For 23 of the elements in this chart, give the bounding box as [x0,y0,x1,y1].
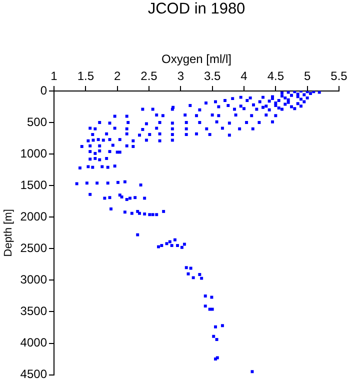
x-tick-label: 5 [304,69,311,84]
x-tick-label: 2.5 [140,69,158,84]
y-tick-label: 3000 [20,272,48,287]
x-tick-label: 2 [114,69,121,84]
y-tick-label: 3500 [20,304,48,318]
x-axis-title: Oxygen [ml/l] [161,52,232,66]
y-tick-label: 2000 [20,209,48,224]
x-tick-label: 3 [177,69,184,84]
y-tick-label: 4000 [20,336,48,350]
x-tick-label: 5.5 [330,69,348,84]
y-tick-label: 2500 [20,240,48,255]
y-tick-label: 4500 [20,367,48,382]
y-axis-title: Depth [m] [2,209,15,257]
x-tick-label: 1 [50,69,58,84]
y-tick-label: 1000 [20,146,48,160]
y-tick-label: 0 [40,83,48,98]
chart-title: JCOD in 1980 [148,0,246,18]
x-tick-label: 4 [240,69,248,84]
x-tick-label: 1.5 [77,69,94,84]
y-tick-label: 1500 [20,178,48,192]
x-tick-label: 4.5 [267,69,284,84]
x-tick-label: 3.5 [204,69,221,84]
y-tick-label: 500 [26,114,48,129]
